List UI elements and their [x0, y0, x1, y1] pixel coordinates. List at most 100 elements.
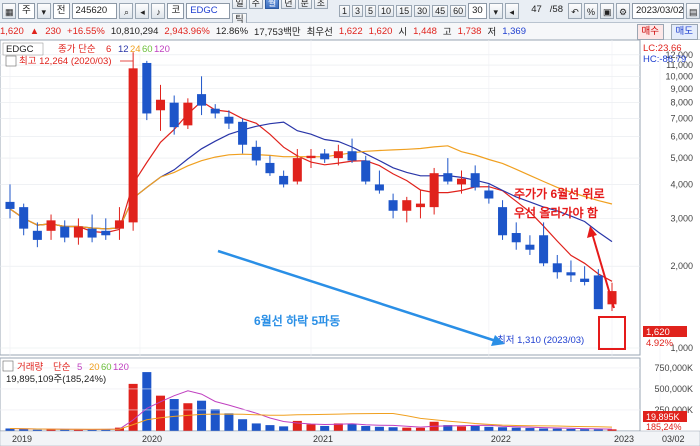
chevron-down-icon[interactable]: ▾ [488, 3, 503, 19]
candle-body [525, 244, 535, 250]
open-price: 1,448 [413, 25, 437, 37]
high-price: 1,738 [457, 25, 482, 37]
period-tab[interactable]: 분 [297, 0, 312, 9]
x-tick-label: 2020 [142, 434, 162, 444]
date-field[interactable]: 2023/03/02 [632, 3, 684, 19]
period-tab[interactable]: 초 [313, 0, 329, 9]
x-tick-label: 2021 [313, 434, 333, 444]
prev-icon[interactable]: ◂ [135, 3, 150, 19]
change-percent: +16.55% [67, 25, 105, 37]
y-tick-label: 3,000 [670, 213, 693, 223]
y-tick-label: 10,000 [665, 71, 693, 81]
collapse-icon[interactable] [5, 55, 17, 67]
minute-button[interactable]: 15 [396, 5, 413, 17]
legend-period: 6 [106, 44, 111, 55]
price-panel [0, 40, 641, 356]
period-tab[interactable]: 년 [281, 0, 296, 9]
y-tick-label: 8,000 [670, 98, 693, 108]
minute-input[interactable]: 30 [468, 3, 487, 19]
period-tab[interactable]: 일 [232, 0, 247, 9]
candle-body [456, 178, 467, 185]
candle-body [443, 173, 453, 182]
stock-name: EDGC [186, 3, 231, 19]
volume-bar [539, 428, 549, 431]
volume-tick-label: 750,000K [654, 363, 693, 373]
amount: 17,753백만 [254, 27, 301, 38]
volume-bar [443, 425, 453, 431]
candle-body [251, 146, 261, 161]
split-icon[interactable]: % [584, 3, 598, 19]
period-tab[interactable]: 틱 [232, 13, 247, 25]
candle-body [210, 108, 220, 114]
candle-body [46, 220, 56, 231]
price-legend-label: 종가 단순 [58, 44, 96, 55]
speaker-icon[interactable]: ♪ [151, 3, 166, 19]
minute-button[interactable]: 30 [414, 5, 431, 17]
annotation-blue-arrow [217, 249, 497, 343]
low-marker: 최저 1,310 (2023/03) [497, 335, 584, 346]
volume-percent: 2,943.96% [164, 25, 210, 37]
market-select[interactable]: 전 [52, 3, 70, 19]
hc-label: HC:-86.79 [643, 54, 686, 65]
grid-icon[interactable]: ▦ [2, 3, 16, 19]
page-total: /58 [549, 4, 563, 15]
search-icon[interactable]: ⌕ [119, 3, 134, 19]
annotation-red-line2: 우선 올라가야 함 [514, 205, 598, 220]
stock-code-input[interactable]: 245620 [71, 3, 118, 19]
chart-title-box [2, 42, 44, 56]
volume-bar [19, 428, 29, 431]
minute-button[interactable]: 45 [432, 5, 449, 17]
volume-bar [566, 428, 576, 431]
volume-legend-period: 60 [101, 362, 112, 373]
volume-bar [183, 403, 193, 431]
chevron-down-icon[interactable]: ▾ [36, 3, 51, 19]
volume-bar [238, 419, 248, 431]
annotation-blue-text: 6월선 하락 5파동 [254, 313, 340, 328]
volume-bar [320, 425, 330, 431]
y-tick-label: 2,000 [670, 261, 693, 271]
period-select[interactable]: 주 [18, 3, 35, 19]
volume-legend-period: 20 [89, 362, 100, 373]
minute-button[interactable]: 5 [365, 5, 377, 17]
candle-body [142, 62, 152, 114]
undo-icon[interactable]: ↶ [568, 3, 582, 19]
volume-legend-period: 120 [113, 362, 129, 373]
y-tick-label: 11,000 [666, 60, 693, 70]
candle-body [361, 160, 371, 182]
volume-bar [511, 427, 521, 431]
candle-body [265, 162, 275, 174]
volume-bar [46, 429, 56, 431]
volume-bar [552, 428, 562, 431]
volume-bar [279, 426, 289, 431]
save-icon[interactable]: ▣ [600, 3, 614, 19]
volume-collapse-icon[interactable] [2, 360, 14, 372]
time-axis [0, 430, 700, 446]
scroll-start-icon[interactable]: ◂ [504, 3, 519, 19]
high-label: 고 [442, 27, 452, 38]
price-chart[interactable]: 1,000 2,000 3,000 4,000 5,000 6,000 7,000 8,000… [0, 40, 700, 446]
market-label: 코 [167, 3, 185, 19]
volume-bar [470, 425, 480, 431]
minute-button[interactable]: 3 [352, 5, 364, 17]
pref-label: 최우선 [306, 27, 333, 38]
buy-button[interactable]: 매수 [636, 24, 664, 40]
candle-body [374, 184, 384, 191]
calendar-icon[interactable]: ▤ [686, 3, 700, 19]
sell-button[interactable]: 매도 [670, 24, 698, 40]
candle-body [73, 226, 83, 238]
candle-body [306, 155, 316, 159]
period-tab[interactable]: 월 [264, 0, 280, 9]
low-label: 저 [487, 27, 497, 38]
minute-button[interactable]: 1 [339, 5, 351, 17]
candle-body [347, 151, 357, 161]
volume-tick-label: 500,000K [654, 384, 693, 394]
annotation-red-line1: 주가가 6월선 위로 [514, 186, 605, 201]
minute-button[interactable]: 60 [450, 5, 467, 17]
chart-title: EDGC [6, 44, 34, 55]
minute-button[interactable]: 10 [378, 5, 395, 17]
period-tab[interactable]: 주 [248, 0, 263, 9]
volume-bar [210, 409, 220, 431]
settings-icon[interactable]: ⚙ [616, 3, 630, 19]
change-arrow: ▲ [29, 25, 40, 37]
